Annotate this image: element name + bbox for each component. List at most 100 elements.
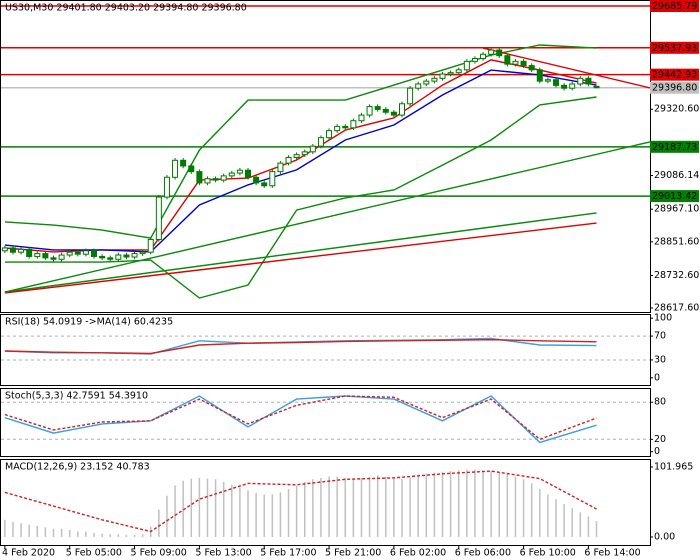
candle-body xyxy=(91,250,98,257)
indicator-line xyxy=(4,141,651,293)
candle-body xyxy=(382,108,389,113)
panel-title: Stoch(5,3,3) 42.7591 54.3910 xyxy=(5,391,148,402)
candle-body xyxy=(293,154,300,158)
y-tick-label: 28617.60 xyxy=(654,303,699,314)
candle-body xyxy=(544,79,551,82)
x-tick-label: 5 Feb 13:00 xyxy=(195,548,251,559)
candle-body xyxy=(115,254,122,260)
candle-body xyxy=(423,80,430,85)
candle-body xyxy=(139,251,146,255)
candle-body xyxy=(123,254,130,258)
level-label: 29187.73 xyxy=(652,142,697,153)
y-tick-label: 29086.14 xyxy=(654,170,699,181)
x-tick-label: 6 Feb 06:00 xyxy=(455,548,511,559)
main-panel-border xyxy=(0,0,651,313)
level-label-box xyxy=(650,81,699,94)
y-tick-label: 20 xyxy=(654,434,666,445)
x-tick-label: 6 Feb 14:00 xyxy=(584,548,640,559)
candle-body xyxy=(496,49,503,57)
y-tick-label: 101.965 xyxy=(654,461,693,472)
candle-body xyxy=(301,151,308,156)
x-tick-label: 5 Feb 05:00 xyxy=(66,548,122,559)
candle-body xyxy=(155,196,162,240)
indicator-line xyxy=(4,470,597,533)
level-label-box xyxy=(650,190,699,203)
candle-body xyxy=(480,53,487,60)
candle-body xyxy=(569,83,576,89)
candle-body xyxy=(204,178,211,184)
candle-body xyxy=(407,87,414,105)
x-tick-label: 4 Feb 2020 xyxy=(2,548,55,559)
y-tick-label: 0 xyxy=(654,446,660,457)
y-tick-label: 28732.60 xyxy=(654,270,699,281)
candle-body xyxy=(236,169,243,174)
x-tick-label: 6 Feb 02:00 xyxy=(390,548,446,559)
y-tick-label: 70 xyxy=(654,331,666,342)
level-label: 29537.93 xyxy=(652,43,697,54)
candle-body xyxy=(261,182,268,187)
candle-body xyxy=(34,253,41,257)
level-label: 29396.80 xyxy=(652,83,697,94)
indicator-line xyxy=(4,212,597,293)
candle-body xyxy=(1,247,8,252)
rsi-panel-border xyxy=(0,314,651,386)
indicator-line xyxy=(4,222,597,294)
candle-body xyxy=(366,106,373,116)
y-tick-label: 29320.60 xyxy=(654,104,699,115)
candle-body xyxy=(131,253,138,258)
level-label: 29013.42 xyxy=(652,191,697,202)
candle-body xyxy=(66,251,73,256)
candle-body xyxy=(431,77,438,82)
candle-body xyxy=(172,159,179,178)
level-label-box xyxy=(650,140,699,153)
candle-body xyxy=(9,247,16,253)
candle-body xyxy=(147,238,154,253)
candle-body xyxy=(269,171,276,187)
candle-body xyxy=(593,85,600,89)
y-tick-label: 0.00 xyxy=(654,531,675,542)
candle-body xyxy=(277,162,284,173)
level-label-box xyxy=(650,0,699,12)
candle-body xyxy=(82,250,89,255)
candle-body xyxy=(528,65,535,71)
candle-body xyxy=(552,79,559,86)
stoch-panel-border xyxy=(0,388,651,457)
candle-body xyxy=(99,255,106,259)
candle-body xyxy=(512,60,519,65)
candle-body xyxy=(180,159,187,167)
candle-body xyxy=(471,58,478,62)
candle-body xyxy=(585,77,592,85)
candle-body xyxy=(212,178,219,181)
candle-body xyxy=(58,254,65,260)
candle-body xyxy=(317,137,324,147)
candle-body xyxy=(188,165,195,173)
candle-body xyxy=(358,114,365,122)
candle-body xyxy=(439,73,446,79)
candle-body xyxy=(326,130,333,139)
candle-body xyxy=(253,176,260,184)
y-tick-label: 28851.60 xyxy=(654,236,699,247)
x-tick-label: 6 Feb 10:00 xyxy=(520,548,576,559)
candle-body xyxy=(50,257,57,260)
candle-body xyxy=(285,156,292,164)
indicator-line xyxy=(482,47,651,89)
panel-title: US30,M30 29401.80 29403.20 29394.80 2939… xyxy=(5,3,247,14)
x-tick-label: 5 Feb 09:00 xyxy=(131,548,187,559)
candle-body xyxy=(561,84,568,89)
candle-body xyxy=(398,103,405,116)
candle-body xyxy=(455,69,462,74)
candle-body xyxy=(245,169,252,178)
candle-body xyxy=(374,106,381,110)
candle-body xyxy=(196,171,203,184)
candle-body xyxy=(447,72,454,75)
level-label-box xyxy=(650,41,699,54)
candle-body xyxy=(42,253,49,259)
candle-body xyxy=(488,49,495,55)
panel-title: RSI(18) 54.0919 ->MA(14) 60.4235 xyxy=(5,317,173,328)
candle-body xyxy=(309,145,316,153)
indicator-line xyxy=(4,338,597,355)
indicator-line xyxy=(4,96,597,299)
